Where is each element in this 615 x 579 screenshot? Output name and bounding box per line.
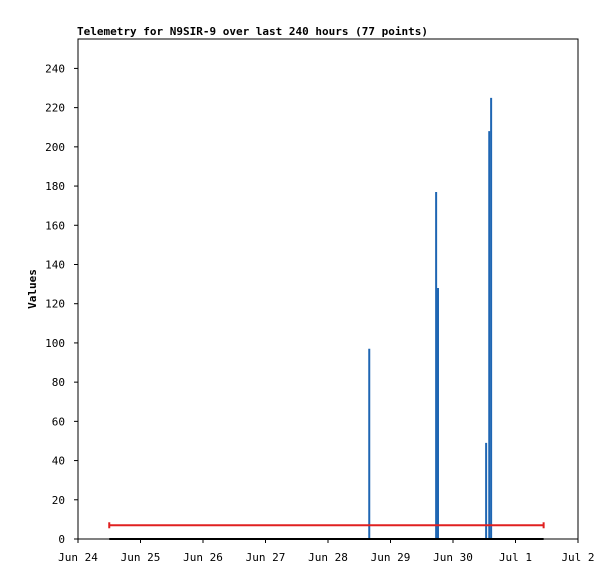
y-tick-label: 40: [52, 455, 65, 468]
y-tick-label: 60: [52, 415, 65, 428]
y-axis: 0 20 40 60 80 100 120 140 160 180 200 220 240: [45, 62, 78, 546]
y-tick-label: 20: [52, 494, 65, 507]
x-tick-label: Jun 24: [58, 551, 98, 564]
y-tick-label: 80: [52, 376, 65, 389]
plot-frame: [77, 38, 579, 540]
y-tick-label: 240: [45, 62, 65, 75]
y-tick-label: 120: [45, 298, 65, 311]
x-tick-label: Jun 30: [433, 551, 473, 564]
chart-title: Telemetry for N9SIR-9 over last 240 hour…: [77, 25, 428, 38]
x-axis: Jun 24 Jun 25 Jun 26 Jun 27 Jun 28 Jun 29 Jun …: [58, 539, 595, 564]
x-tick-label: Jun 29: [371, 551, 411, 564]
y-tick-label: 0: [58, 533, 65, 546]
y-tick-label: 160: [45, 219, 65, 232]
y-tick-label: 220: [45, 102, 65, 115]
x-tick-label: Jul 1: [499, 551, 532, 564]
x-tick-label: Jun 27: [246, 551, 286, 564]
y-tick-label: 100: [45, 337, 65, 350]
y-tick-label: 200: [45, 141, 65, 154]
x-tick-label: Jul 2: [561, 551, 594, 564]
y-tick-label: 140: [45, 258, 65, 271]
x-tick-label: Jun 26: [183, 551, 223, 564]
x-tick-label: Jun 28: [308, 551, 348, 564]
chart-marks: [108, 97, 545, 540]
y-tick-label: 180: [45, 180, 65, 193]
x-tick-label: Jun 25: [121, 551, 161, 564]
y-axis-label: Values: [26, 269, 39, 309]
